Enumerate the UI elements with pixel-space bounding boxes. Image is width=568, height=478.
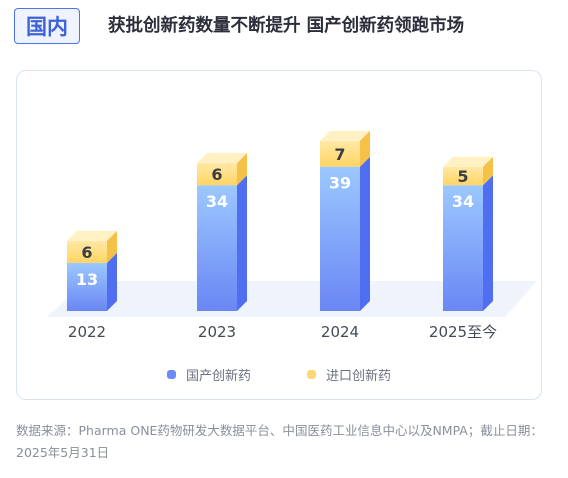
bar-domestic-2022 xyxy=(67,262,107,311)
data-label-imported-2022: 6 xyxy=(81,243,92,262)
bar-domestic-2023 xyxy=(197,185,237,311)
data-label-imported-2025至今: 5 xyxy=(457,167,468,186)
bar-imported-2022 xyxy=(67,240,107,263)
legend-label-domestic: 国产创新药 xyxy=(186,368,252,384)
chart-card: 13 6 2022 34 6 2023 39 7 2024 34 5 2025至今 国产创新药 进口创… xyxy=(16,70,542,400)
bar-imported-2024 xyxy=(320,140,360,167)
bar-domestic-side-2023 xyxy=(237,175,247,311)
bar-domestic-side-2024 xyxy=(360,156,370,311)
bar-domestic-side-2025至今 xyxy=(483,175,493,311)
data-label-domestic-2023: 34 xyxy=(206,192,228,211)
stacked-bar-chart: 13 6 2022 34 6 2023 39 7 2024 34 5 2025至今 xyxy=(47,130,537,341)
bar-imported-side-2025至今 xyxy=(483,156,493,186)
data-label-imported-2024: 7 xyxy=(334,145,345,164)
data-source-note: 数据来源：Pharma ONE药物研发大数据平台、中国医药工业信息中心以及NMP… xyxy=(16,423,543,460)
bar-top-2025至今 xyxy=(443,156,493,167)
region-tag: 国内 xyxy=(14,8,80,44)
legend-item-imported: 进口创新药 xyxy=(307,363,391,385)
data-label-imported-2023: 6 xyxy=(211,165,222,184)
legend-label-imported: 进口创新药 xyxy=(326,368,392,384)
bar-top-2024 xyxy=(320,130,370,141)
x-tick-label-2024: 2024 xyxy=(321,323,359,341)
bar-imported-side-2022 xyxy=(107,230,117,263)
legend: 国产创新药 进口创新药 xyxy=(17,363,543,385)
data-label-domestic-2025至今: 34 xyxy=(452,192,474,211)
bar-imported-side-2023 xyxy=(237,153,247,186)
bar-imported-2025至今 xyxy=(443,166,483,186)
data-label-domestic-2024: 39 xyxy=(329,174,351,193)
x-tick-label-2022: 2022 xyxy=(68,323,106,341)
bar-imported-side-2024 xyxy=(360,130,370,167)
bar-domestic-side-2022 xyxy=(107,252,117,311)
header: 国内 获批创新药数量不断提升 国产创新药领跑市场 xyxy=(14,8,554,46)
floor-shadow xyxy=(47,281,537,317)
data-label-domestic-2022: 13 xyxy=(76,270,98,289)
legend-swatch-imported xyxy=(307,369,316,379)
page-title: 获批创新药数量不断提升 国产创新药领跑市场 xyxy=(108,16,465,36)
legend-swatch-domestic xyxy=(167,369,176,379)
bar-imported-2023 xyxy=(197,163,237,186)
bar-top-2022 xyxy=(67,230,117,241)
bar-top-2023 xyxy=(197,153,247,163)
legend-item-domestic: 国产创新药 xyxy=(167,363,251,385)
x-tick-label-2023: 2023 xyxy=(198,323,236,341)
x-tick-label-2025至今: 2025至今 xyxy=(429,323,497,341)
bar-domestic-2025至今 xyxy=(443,185,483,311)
bar-domestic-2024 xyxy=(320,166,360,311)
